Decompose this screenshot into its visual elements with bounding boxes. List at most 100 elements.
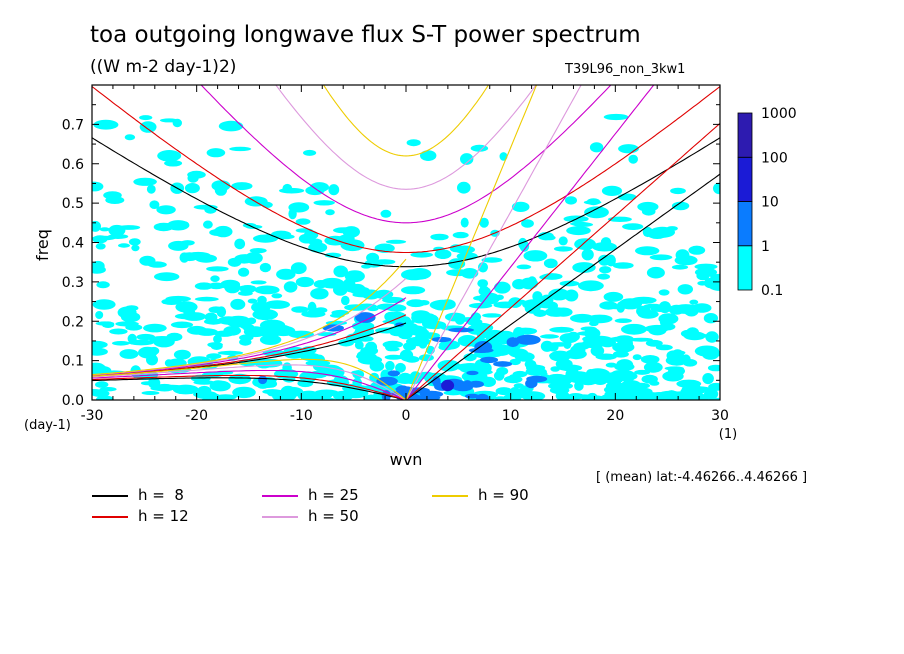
power-cell — [620, 372, 638, 381]
power-cell — [687, 386, 711, 392]
power-cell — [206, 353, 222, 360]
power-cell — [238, 267, 250, 277]
dispersion-curve — [92, 258, 407, 376]
dispersion-curve — [405, 122, 720, 400]
power-cell — [333, 265, 349, 278]
power-cell — [477, 279, 489, 288]
power-cell — [641, 207, 656, 216]
power-cell — [520, 329, 532, 334]
power-cell — [325, 320, 348, 326]
power-cell — [612, 350, 629, 358]
power-cell — [671, 349, 684, 361]
power-cell — [576, 331, 598, 336]
power-cell — [385, 239, 407, 244]
power-cell — [423, 320, 447, 330]
power-cell — [595, 353, 617, 360]
power-cell — [253, 234, 278, 243]
power-cell — [612, 262, 634, 269]
power-cell — [170, 321, 194, 329]
legend-swatch — [92, 495, 128, 497]
colorbar-label: 1 — [761, 239, 770, 255]
power-cell — [570, 313, 595, 323]
power-cell — [612, 341, 635, 353]
power-cell — [549, 352, 565, 360]
power-cell — [394, 320, 415, 329]
power-cell — [597, 273, 610, 280]
power-cell — [92, 220, 101, 232]
power-cell — [239, 285, 256, 291]
power-cell — [546, 342, 572, 347]
power-cell — [101, 321, 115, 329]
power-cell — [250, 280, 267, 285]
power-cell — [96, 281, 110, 289]
power-cell — [589, 142, 604, 153]
power-cell — [99, 387, 117, 392]
power-cell — [385, 342, 396, 352]
power-cell — [506, 337, 520, 348]
y-tick-label: 0.3 — [62, 275, 84, 291]
x-tick-label: 10 — [502, 408, 520, 424]
colorbar-segment — [737, 245, 753, 291]
chart-units: ((W m-2 day-1)2) — [90, 57, 237, 77]
power-cell — [255, 358, 273, 369]
power-cell — [493, 370, 505, 381]
power-cell — [164, 359, 173, 367]
power-cell — [186, 325, 207, 335]
power-cell — [566, 226, 591, 236]
power-cell — [369, 360, 385, 372]
x-tick-label: -30 — [81, 408, 104, 424]
power-cell — [92, 362, 106, 375]
power-cell — [478, 262, 488, 273]
power-cell — [481, 257, 503, 263]
power-cell — [697, 281, 708, 286]
power-cell — [511, 201, 530, 212]
power-cell — [210, 380, 227, 391]
power-cell — [550, 366, 560, 372]
power-cell — [468, 380, 484, 388]
power-cell — [242, 323, 255, 332]
axis-ticks: -30 -20 -10 0 10 20 30 0.0 0.1 0.2 0.3 0.4 0.5 0.6 0.7… — [24, 85, 737, 469]
power-cell — [310, 182, 329, 193]
power-cell — [118, 243, 130, 248]
y-tick-label: 0.6 — [62, 157, 84, 173]
power-cell — [259, 319, 286, 331]
power-cell — [231, 182, 253, 191]
legend-label: h = 8 — [138, 486, 184, 504]
power-cell — [376, 376, 398, 386]
power-cell — [635, 246, 660, 256]
power-cell — [503, 393, 522, 400]
power-cell — [93, 119, 119, 130]
power-cell — [707, 364, 720, 372]
power-cell — [558, 396, 575, 400]
power-cell — [338, 234, 355, 243]
power-cell — [271, 293, 283, 299]
dispersion-curve — [92, 374, 407, 400]
power-cell — [493, 361, 513, 367]
power-cell — [645, 339, 663, 347]
dispersion-curve — [92, 297, 407, 376]
power-cell — [380, 209, 392, 218]
power-cell — [473, 295, 487, 301]
power-cell — [385, 360, 395, 371]
power-cell — [460, 153, 474, 165]
dispersion-curve — [92, 137, 720, 268]
dispersion-curve — [405, 85, 655, 400]
power-cell — [197, 385, 212, 396]
power-cell — [396, 378, 414, 384]
colorbar-segment — [737, 156, 753, 202]
power-cell — [643, 361, 663, 373]
power-cell — [303, 149, 317, 156]
power-cell — [527, 276, 537, 287]
power-cell — [128, 238, 141, 246]
y-tick-label: 0.1 — [62, 354, 84, 370]
power-cell — [161, 298, 182, 306]
power-cell — [109, 328, 128, 335]
x-tick-label: 20 — [606, 408, 624, 424]
dispersion-curve — [275, 85, 537, 190]
power-cell — [585, 396, 611, 400]
power-cell — [257, 295, 267, 305]
power-cell — [207, 282, 225, 290]
dispersion-curve — [92, 377, 407, 400]
power-cell — [509, 387, 521, 396]
power-cell — [185, 251, 211, 259]
